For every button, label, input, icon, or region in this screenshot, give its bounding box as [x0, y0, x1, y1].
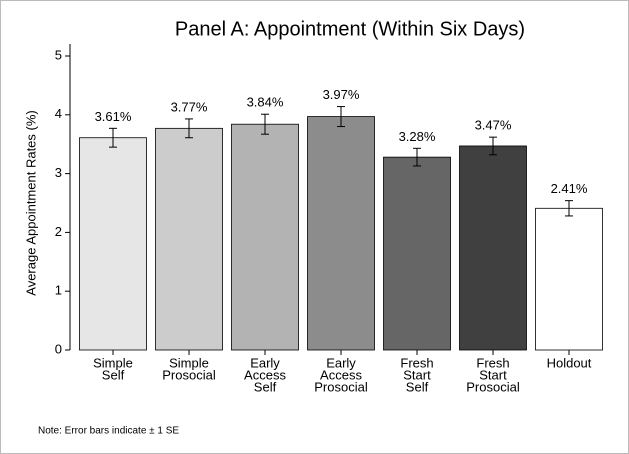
- y-tick-label: 2: [55, 224, 62, 239]
- x-tick-label: Early: [250, 355, 280, 370]
- value-label: 3.84%: [247, 95, 284, 110]
- bar: [307, 116, 375, 351]
- y-tick-label: 4: [55, 106, 62, 121]
- bar: [383, 156, 451, 351]
- note: Note: Error bars indicate ± 1 SE: [38, 426, 179, 437]
- x-tick-label: Access: [320, 367, 362, 382]
- x-tick-label: Prosocial: [466, 379, 520, 394]
- value-label: 3.97%: [323, 87, 360, 102]
- value-label: 3.28%: [399, 129, 436, 144]
- bar: [79, 137, 147, 351]
- x-tick-label: Fresh: [400, 355, 433, 370]
- bar: [459, 145, 527, 351]
- value-label: 3.77%: [171, 99, 208, 114]
- x-tick-label: Self: [406, 379, 429, 394]
- y-tick-label: 1: [55, 283, 62, 298]
- x-tick-label: Self: [254, 379, 277, 394]
- x-tick-label: Prosocial: [314, 379, 368, 394]
- bar: [155, 127, 223, 351]
- bar: [535, 207, 603, 351]
- y-tick-label: 5: [55, 47, 62, 62]
- x-tick-label: Early: [326, 355, 356, 370]
- x-tick-label: Holdout: [547, 355, 592, 370]
- x-tick-label: Access: [244, 367, 286, 382]
- y-tick-label: 3: [55, 165, 62, 180]
- x-tick-label: Start: [403, 367, 431, 382]
- x-tick-label: Simple: [169, 355, 209, 370]
- y-axis-label: Average Appointment Rates (%): [23, 110, 38, 295]
- value-label: 2.41%: [551, 181, 588, 196]
- chart-title: Panel A: Appointment (Within Six Days): [175, 18, 525, 40]
- x-tick-label: Simple: [93, 355, 133, 370]
- x-tick-label: Start: [479, 367, 507, 382]
- value-label: 3.61%: [95, 109, 132, 124]
- x-tick-label: Fresh: [476, 355, 509, 370]
- x-tick-label: Self: [102, 367, 125, 382]
- value-label: 3.47%: [475, 118, 512, 133]
- bar: [231, 123, 299, 351]
- x-tick-label: Prosocial: [162, 367, 216, 382]
- y-tick-label: 0: [55, 341, 62, 356]
